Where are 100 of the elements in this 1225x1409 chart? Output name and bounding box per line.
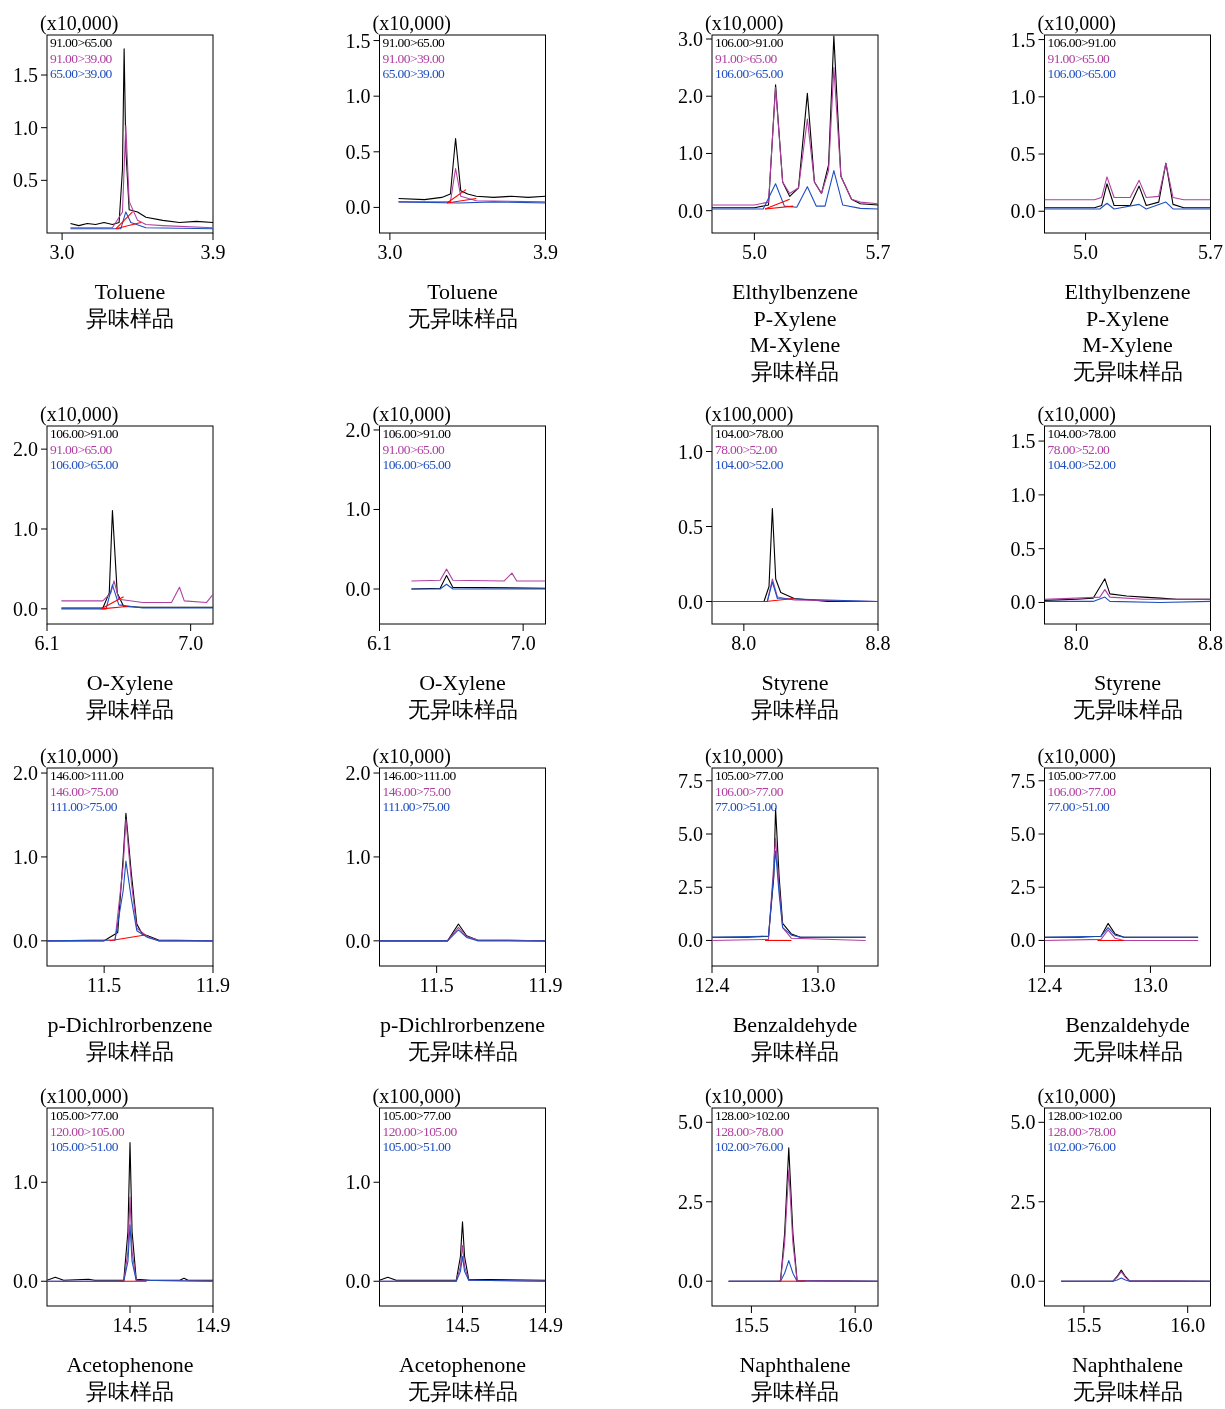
text: 106.00>65.00 [50,457,119,472]
x-axis-title: Toluene 无异味样品 [407,279,518,331]
y-tick-label: 0.5 [13,169,38,192]
y-tick-label: 0.0 [13,597,38,620]
x-axis-title: Acetophenone 无异味样品 [398,1352,527,1404]
y-axis-title: (x10,000) [705,745,784,768]
y-tick-label: 0.0 [678,590,703,613]
y-tick-label: 0.0 [345,929,371,952]
y-tick-label: 1.0 [13,116,38,139]
y-axis-title: (x10,000) [1037,745,1116,768]
series-label: 91.00>65.00 [715,50,778,66]
x-tick-label: 3.9 [200,241,226,263]
x-tick-label: 7.0 [510,632,536,654]
y-tick-label: 2.5 [1010,1190,1036,1213]
text: 106.00>65.00 [1047,66,1117,81]
text: 120.00>105.00 [50,1123,125,1139]
y-tick-label: 1.0 [1010,85,1036,108]
y-axis-title: (x10,000) [40,403,119,426]
text: 104.00>78.00 [715,426,784,441]
y-axis-title: (x10,000) [372,745,451,768]
y-tick-label: 0.0 [345,578,371,601]
y-axis-title: (x10,000) [1037,12,1116,35]
y-axis-title: (x10,000) [40,745,119,768]
x-tick-label: 11.9 [195,974,231,996]
x-tick-label: 3.9 [533,241,558,263]
x-tick-label: 16.0 [837,1314,873,1336]
x-tick-label: 5.7 [865,241,891,263]
text: 105.00>51.00 [382,1139,452,1154]
text: 146.00>111.00 [382,768,457,783]
x-tick-label: 13.0 [1132,974,1168,996]
text: 65.00>39.00 [50,66,113,81]
x-tick-label: 8.8 [1198,632,1223,654]
y-tick-label: 0.0 [678,929,703,952]
x-tick-label: 7.0 [178,632,204,654]
text: 91.00>65.00 [382,35,446,50]
y-tick-label: 7.5 [1010,769,1036,792]
y-axis-title: (x10,000) [40,12,119,35]
text: 128.00>102.00 [1047,1108,1123,1123]
x-tick-label: 11.5 [87,974,122,996]
x-axis-title: Acetophenone 异味样品 [66,1352,194,1404]
y-tick-label: 1.5 [13,64,38,87]
x-tick-label: 11.5 [419,974,454,996]
text: 146.00>75.00 [382,783,452,799]
text: 91.00>65.00 [1047,50,1111,66]
text: 104.00>52.00 [715,457,784,472]
text: 106.00>65.00 [382,457,452,472]
text: 106.00>91.00 [50,426,119,441]
text: 91.00>65.00 [50,441,113,457]
y-tick-label: 1.5 [1010,430,1036,453]
y-axis-title: (x100,000) [372,1085,461,1108]
x-axis-title: O-Xylene 异味样品 [86,670,174,722]
text: 106.00>91.00 [382,426,452,441]
x-axis-title: Elthylbenzene P-Xylene M-Xylene 无异味样品 [1064,279,1191,384]
text: 102.00>76.00 [715,1139,784,1154]
y-axis-title: (x10,000) [1037,1085,1116,1108]
text: 106.00>65.00 [715,66,784,81]
legend-label: 105.00>77.00 [715,768,784,783]
text: 106.00>77.00 [1047,783,1117,799]
series-label: 91.00>65.00 [50,35,113,50]
y-tick-label: 5.0 [678,1111,703,1134]
x-axis-title: Benzaldehyde 异味样品 [732,1012,858,1064]
y-tick-label: 0.5 [1010,537,1036,560]
y-tick-label: 1.0 [13,517,38,540]
text: 120.00>105.00 [382,1123,458,1139]
y-tick-label: 5.0 [678,823,703,845]
y-tick-label: 7.5 [678,769,703,792]
text: 106.00>91.00 [715,35,784,50]
x-tick-label: 3.0 [377,241,403,263]
x-tick-label: 14.5 [445,1314,480,1336]
text: 128.00>78.00 [1047,1123,1117,1139]
y-tick-label: 2.0 [13,762,38,785]
y-tick-label: 1.0 [13,845,38,868]
y-tick-label: 0.0 [13,929,38,952]
text: 91.00>39.00 [50,50,113,66]
text: 102.00>76.00 [1047,1139,1117,1154]
text: 78.00>52.00 [1047,441,1111,457]
y-axis-title: (x100,000) [40,1085,129,1108]
x-tick-label: 5.0 [1073,241,1099,263]
x-axis-title: p-Dichlrorbenzene 无异味样品 [380,1012,545,1064]
text: 104.00>78.00 [1047,426,1117,441]
x-tick-label: 8.8 [865,632,891,654]
x-tick-label: 6.1 [367,632,392,654]
x-tick-label: 6.1 [34,632,60,654]
y-tick-label: 0.0 [13,1270,38,1293]
text: 128.00>78.00 [715,1123,784,1139]
text: 106.00>91.00 [1047,35,1117,50]
text: 91.00>39.00 [382,50,446,66]
y-tick-label: 1.5 [1010,28,1036,51]
y-tick-label: 0.0 [1010,200,1036,223]
y-tick-label: 2.5 [678,876,703,899]
y-tick-label: 0.0 [1010,929,1036,952]
text: 104.00>52.00 [1047,457,1117,472]
legend-label: 128.00>102.00 [715,1108,790,1123]
text: 91.00>65.00 [382,441,446,457]
y-tick-label: 1.0 [345,845,371,868]
y-tick-label: 5.0 [1010,823,1036,845]
y-axis-title: (x10,000) [1037,403,1116,426]
x-axis-title: Toluene 异味样品 [86,279,174,331]
y-tick-label: 1.0 [678,142,703,165]
x-tick-label: 14.5 [112,1314,148,1336]
